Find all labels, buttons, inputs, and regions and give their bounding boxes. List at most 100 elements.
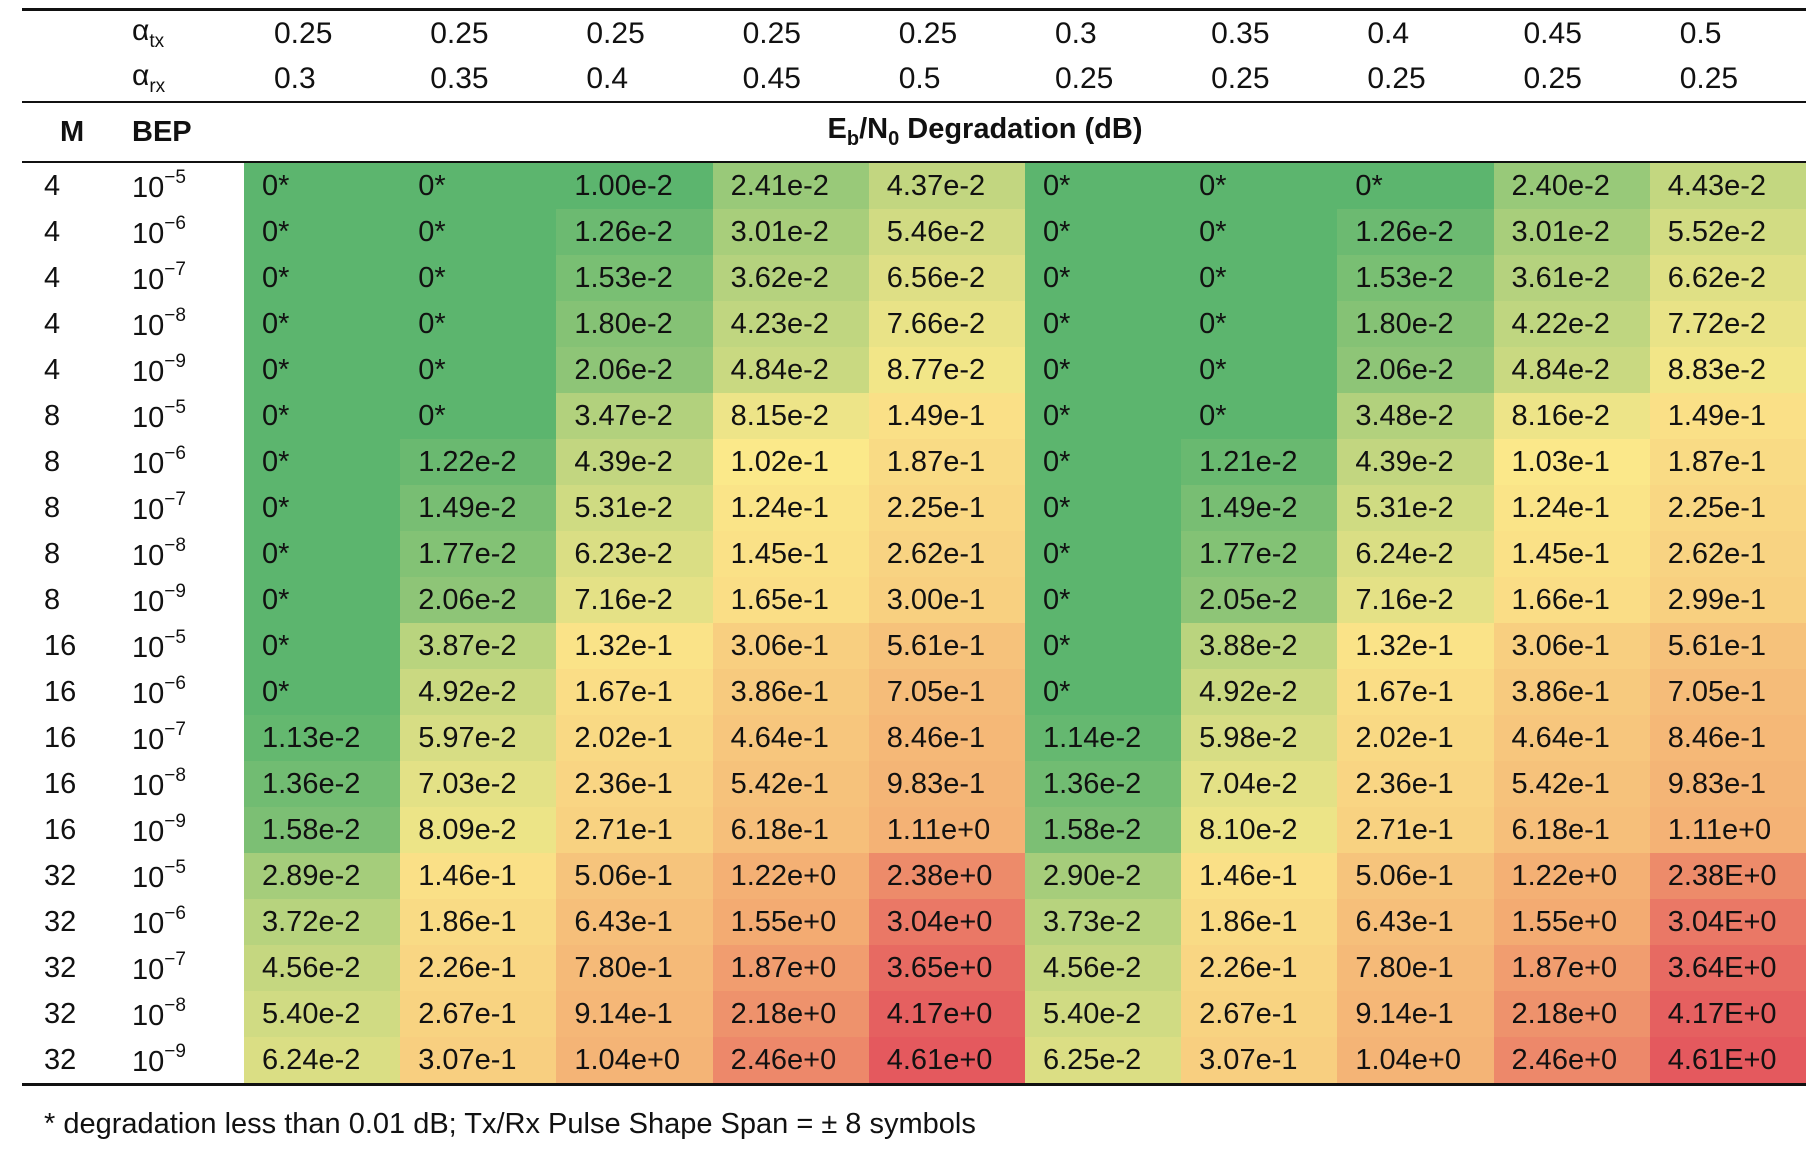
- degradation-value-cell: 2.90e-2: [1024, 853, 1182, 899]
- modulation-order-cell: 32: [22, 1037, 122, 1086]
- bep-cell: 10−7: [122, 945, 244, 991]
- degradation-value-cell: 2.71e-1: [1337, 807, 1494, 853]
- degradation-value-cell: 0*: [1181, 255, 1338, 301]
- degradation-value-cell: 3.04E+0: [1649, 899, 1806, 945]
- modulation-order-cell: 32: [44, 859, 77, 892]
- degradation-value-cell: 0*: [1024, 347, 1182, 393]
- bep-base: 10: [132, 172, 165, 204]
- table-row: 32 10−6 3.72e-2 1.86e-1 6.43e-1 1.55e+0 3.04e+…: [22, 899, 1806, 945]
- bep-base: 10: [132, 678, 165, 710]
- degradation-value-cell: 6.18e-1: [1493, 807, 1650, 853]
- bep-cell: 10−9: [122, 1037, 244, 1086]
- alpha-tx-value: 0.4: [1337, 8, 1494, 56]
- degradation-value-cell: 0*: [1024, 577, 1182, 623]
- degradation-value-cell: 4.17E+0: [1649, 991, 1806, 1037]
- column-header-m: M: [22, 102, 122, 163]
- degradation-value-cell: 6.24e-2: [244, 1037, 401, 1086]
- degradation-value-cell: 1.80e-2: [556, 301, 713, 347]
- degradation-value-cell: 1.77e-2: [400, 531, 557, 577]
- alpha-tx-value: 0.5: [1649, 8, 1806, 56]
- degradation-value-cell: 2.25e-1: [1649, 485, 1806, 531]
- degradation-value-cell: 6.56e-2: [868, 255, 1025, 301]
- table-row: 16 10−7 1.13e-2 5.97e-2 2.02e-1 4.64e-1 8.46e-…: [22, 715, 1806, 761]
- bep-exponent: −6: [164, 903, 186, 924]
- bep-base: 10: [132, 356, 165, 388]
- degradation-value-cell: 4.23e-2: [712, 301, 869, 347]
- degradation-value-cell: 2.67e-1: [1181, 991, 1338, 1037]
- bep-base: 10: [132, 310, 165, 342]
- degradation-value-cell: 0*: [1181, 162, 1338, 209]
- bep-exponent: −6: [164, 443, 186, 464]
- bep-exponent: −5: [164, 627, 186, 648]
- bep-exponent: −5: [164, 397, 186, 418]
- degradation-value-cell: 4.37e-2: [868, 162, 1025, 209]
- degradation-value-cell: 2.06e-2: [556, 347, 713, 393]
- modulation-order-cell: 8: [44, 399, 61, 432]
- degradation-value-cell: 0*: [1337, 162, 1494, 209]
- bep-exponent: −8: [164, 995, 186, 1016]
- modulation-order-cell: 16: [44, 813, 77, 846]
- degradation-value-cell: 3.61e-2: [1493, 255, 1650, 301]
- degradation-value-cell: 4.56e-2: [1024, 945, 1182, 991]
- degradation-value-cell: 7.80e-1: [556, 945, 713, 991]
- degradation-value-cell: 0*: [400, 393, 557, 439]
- degradation-value-cell: 6.25e-2: [1024, 1037, 1182, 1086]
- degradation-value-cell: 7.16e-2: [1337, 577, 1494, 623]
- degradation-value-cell: 0*: [244, 577, 401, 623]
- degradation-value-cell: 2.46e+0: [1493, 1037, 1650, 1086]
- table-row: 8 10−6 0* 1.22e-2 4.39e-2 1.02e-1 1.87e-1 0* 1.2…: [22, 439, 1806, 485]
- alpha-tx-value: 0.25: [244, 8, 401, 56]
- degradation-value-cell: 3.64E+0: [1649, 945, 1806, 991]
- bep-cell: 10−8: [122, 531, 244, 577]
- degradation-value-cell: 8.16e-2: [1493, 393, 1650, 439]
- modulation-order-cell: 8: [44, 537, 61, 570]
- bep-base: 10: [132, 862, 165, 894]
- degradation-value-cell: 0*: [400, 301, 557, 347]
- degradation-value-cell: 0*: [1181, 393, 1338, 439]
- degradation-value-cell: 1.46e-1: [1181, 853, 1338, 899]
- table-row: 4 10−8 0* 0* 1.80e-2 4.23e-2 7.66e-2 0* 0* 1.80e-…: [22, 301, 1806, 347]
- degradation-value-cell: 1.77e-2: [1181, 531, 1338, 577]
- modulation-order-cell: 4: [44, 353, 61, 386]
- table-row: 32 10−5 2.89e-2 1.46e-1 5.06e-1 1.22e+0 2.38e+…: [22, 853, 1806, 899]
- degradation-value-cell: 1.58e-2: [244, 807, 401, 853]
- alpha-rx-value: 0.45: [712, 56, 869, 103]
- degradation-value-cell: 2.02e-1: [1337, 715, 1494, 761]
- degradation-value-cell: 4.61e+0: [868, 1037, 1025, 1086]
- degradation-value-cell: 0*: [1024, 531, 1182, 577]
- degradation-value-cell: 1.13e-2: [244, 715, 401, 761]
- degradation-value-cell: 1.67e-1: [1337, 669, 1494, 715]
- bep-exponent: −5: [164, 167, 186, 188]
- modulation-order-cell: 16: [44, 767, 77, 800]
- bep-cell: 10−5: [122, 853, 244, 899]
- degradation-value-cell: 0*: [244, 623, 401, 669]
- degradation-value-cell: 1.66e-1: [1493, 577, 1650, 623]
- degradation-value-cell: 7.80e-1: [1337, 945, 1494, 991]
- degradation-value-cell: 4.39e-2: [556, 439, 713, 485]
- degradation-value-cell: 1.04e+0: [556, 1037, 713, 1086]
- bep-cell: 10−7: [122, 485, 244, 531]
- alpha-rx-value: 0.4: [556, 56, 713, 103]
- degradation-value-cell: 5.46e-2: [868, 209, 1025, 255]
- bep-base: 10: [132, 724, 165, 756]
- bep-exponent: −6: [164, 673, 186, 694]
- degradation-value-cell: 3.88e-2: [1181, 623, 1338, 669]
- footnote: * degradation less than 0.01 dB; Tx/Rx P…: [44, 1108, 976, 1140]
- bep-base: 10: [132, 1046, 165, 1078]
- alpha-tx-value: 0.25: [712, 8, 869, 56]
- degradation-value-cell: 3.73e-2: [1024, 899, 1182, 945]
- modulation-order-cell: 8: [44, 491, 61, 524]
- degradation-value-cell: 6.18e-1: [712, 807, 869, 853]
- alpha-tx-value: 0.25: [868, 8, 1025, 56]
- degradation-value-cell: 2.25e-1: [868, 485, 1025, 531]
- degradation-value-cell: 0*: [1024, 669, 1182, 715]
- table-row: 32 10−7 4.56e-2 2.26e-1 7.80e-1 1.87e+0 3.65e+…: [22, 945, 1806, 991]
- degradation-value-cell: 9.14e-1: [556, 991, 713, 1037]
- bep-exponent: −5: [164, 857, 186, 878]
- degradation-value-cell: 0*: [244, 485, 401, 531]
- modulation-order-cell: 32: [44, 905, 77, 938]
- degradation-value-cell: 8.15e-2: [712, 393, 869, 439]
- degradation-value-cell: 2.26e-1: [400, 945, 557, 991]
- degradation-value-cell: 8.83e-2: [1649, 347, 1806, 393]
- column-header-bep: BEP: [122, 102, 244, 163]
